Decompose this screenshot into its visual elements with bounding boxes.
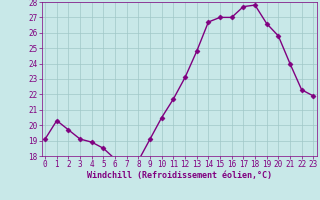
X-axis label: Windchill (Refroidissement éolien,°C): Windchill (Refroidissement éolien,°C) xyxy=(87,171,272,180)
